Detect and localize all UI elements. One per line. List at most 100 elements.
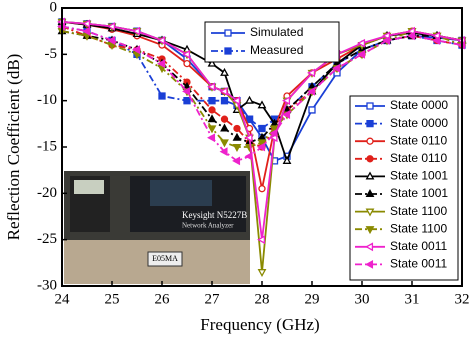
marker	[207, 133, 216, 143]
legend-label: State 0011	[390, 239, 447, 253]
legend-label: State 1100	[390, 204, 447, 218]
marker	[365, 171, 375, 180]
x-tick-label: 25	[105, 291, 120, 307]
legend-label: State 1100	[390, 221, 447, 235]
y-tick-label: -10	[37, 92, 57, 108]
marker	[432, 36, 441, 45]
marker	[282, 155, 292, 164]
y-tick-label: -5	[45, 46, 58, 62]
marker	[132, 45, 141, 55]
marker	[182, 87, 191, 96]
marker	[257, 100, 267, 109]
y-tick-label: -25	[37, 231, 57, 247]
marker	[233, 124, 241, 133]
marker	[365, 242, 374, 252]
marker	[183, 97, 191, 105]
legend-box	[204, 21, 340, 63]
marker	[107, 36, 116, 45]
marker	[219, 87, 228, 96]
y-tick-label: -15	[37, 138, 57, 154]
marker	[220, 115, 229, 123]
marker	[407, 31, 416, 41]
marker	[224, 47, 232, 55]
x-tick-label: 30	[355, 291, 370, 307]
marker	[332, 63, 341, 73]
marker	[232, 156, 241, 166]
marker	[282, 110, 291, 119]
marker	[307, 87, 316, 96]
marker	[132, 26, 141, 36]
x-tick-label: 29	[305, 291, 320, 307]
marker	[232, 143, 242, 152]
marker	[220, 67, 229, 76]
x-axis-title: Frequency (GHz)	[200, 315, 319, 334]
x-tick-label: 26	[155, 291, 171, 307]
x-tick-label: 24	[55, 291, 71, 307]
marker	[207, 125, 217, 134]
inset-photo: Keysight N5227B Network Analyzer E05MA	[64, 171, 250, 284]
legend-label: State 0011	[390, 257, 447, 271]
legend-label: State 0110	[390, 151, 447, 165]
marker	[157, 36, 166, 45]
marker	[258, 185, 266, 193]
legend-label: State 0000	[390, 98, 448, 112]
x-tick-label: 31	[405, 291, 420, 307]
marker	[357, 49, 366, 59]
legend: State 0000 State 0000 State 0110 State 0110…	[349, 95, 459, 281]
marker	[257, 142, 266, 152]
plot-frame	[61, 7, 463, 287]
inset-label: Network Analyzer	[182, 222, 234, 230]
y-tick-label: -20	[37, 185, 57, 201]
y-tick-label: -30	[37, 277, 57, 293]
marker	[269, 128, 278, 138]
marker	[232, 96, 241, 106]
marker	[107, 22, 116, 31]
marker	[182, 49, 191, 59]
marker	[257, 139, 267, 148]
marker	[220, 123, 229, 132]
marker	[208, 97, 216, 105]
inset-label: E05MA	[152, 254, 178, 263]
marker	[307, 68, 316, 78]
marker	[82, 26, 91, 36]
photo-meter-display	[74, 180, 104, 194]
marker	[207, 58, 217, 67]
marker	[244, 133, 253, 143]
marker	[257, 269, 267, 278]
marker	[208, 106, 216, 114]
x-tick-label: 28	[255, 291, 270, 307]
marker	[366, 119, 374, 128]
marker	[245, 95, 254, 104]
marker	[220, 97, 229, 105]
marker	[219, 147, 228, 157]
marker	[282, 96, 291, 106]
marker	[365, 260, 374, 269]
marker	[366, 137, 374, 145]
x-tick-label: 32	[455, 291, 470, 307]
marker	[257, 235, 266, 245]
marker	[366, 102, 374, 110]
legend-label: State 1001	[390, 169, 448, 183]
photo-screen	[150, 180, 212, 206]
legend-label: State 0110	[390, 133, 447, 147]
marker	[207, 114, 217, 123]
marker	[183, 59, 191, 68]
y-tick-label: 0	[50, 0, 58, 15]
marker	[365, 226, 375, 235]
marker	[82, 19, 91, 29]
marker	[244, 151, 253, 161]
inset-label: Keysight N5227B	[182, 210, 247, 220]
marker	[258, 124, 266, 133]
marker	[207, 82, 216, 92]
legend-label: State 0000	[390, 116, 448, 130]
marker	[308, 106, 316, 114]
marker	[158, 92, 166, 100]
marker	[245, 115, 254, 123]
series-line	[61, 21, 463, 240]
marker	[232, 132, 242, 141]
marker	[357, 38, 366, 48]
photo-tag	[147, 251, 183, 267]
marker	[382, 36, 391, 45]
marker	[365, 189, 375, 198]
marker	[365, 208, 375, 217]
